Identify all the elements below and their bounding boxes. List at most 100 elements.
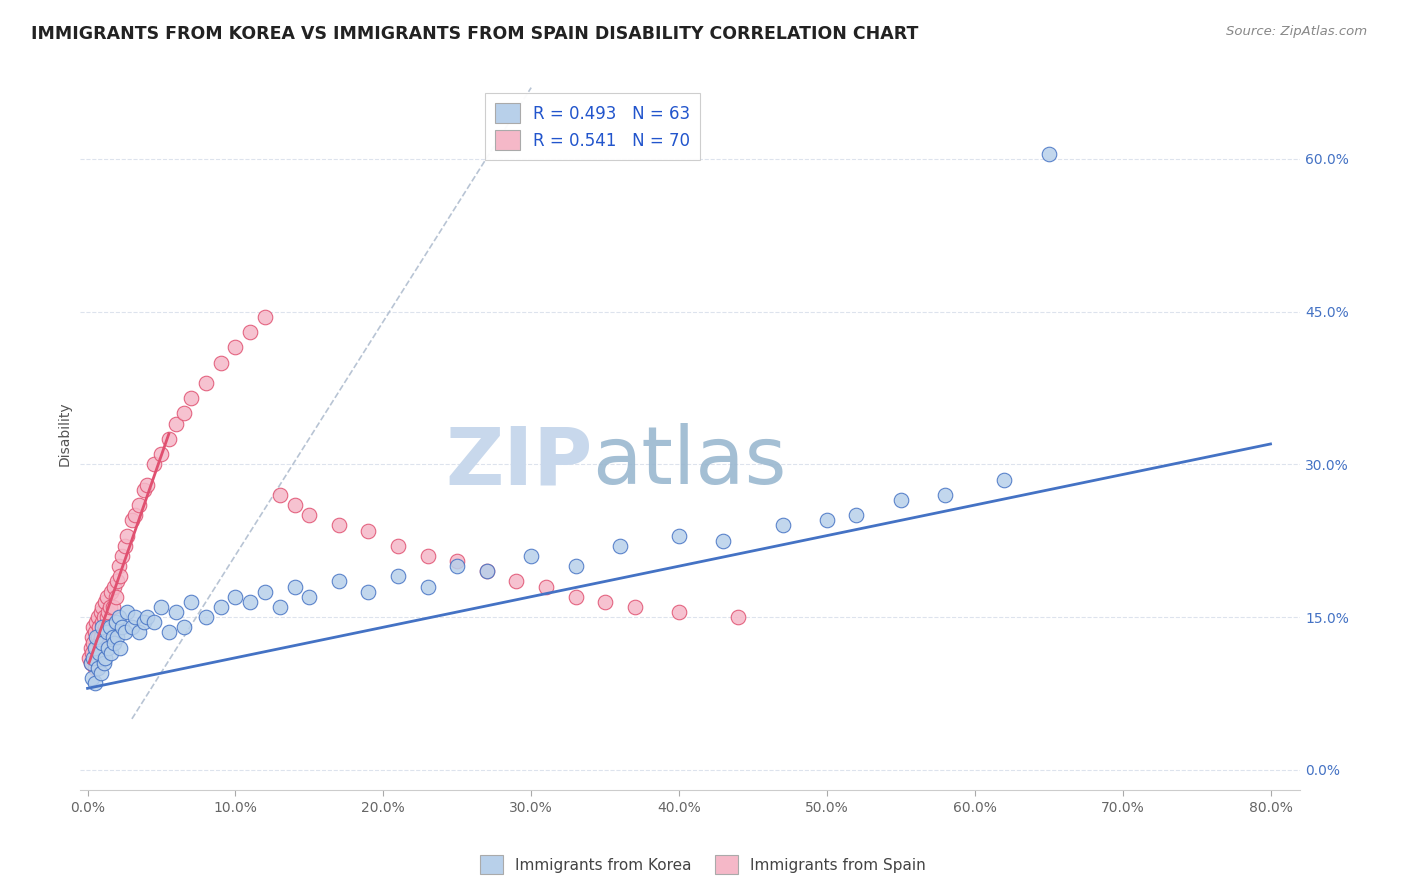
- Point: [446, 554, 468, 568]
- Point: [165, 417, 187, 431]
- Point: [98, 620, 121, 634]
- Point: [1038, 146, 1060, 161]
- Point: [475, 564, 498, 578]
- Point: [173, 406, 195, 420]
- Point: [91, 620, 114, 634]
- Point: [91, 615, 114, 629]
- Y-axis label: Disability: Disability: [58, 401, 72, 467]
- Point: [98, 599, 121, 614]
- Point: [475, 564, 498, 578]
- Point: [90, 631, 112, 645]
- Point: [79, 656, 101, 670]
- Point: [564, 590, 586, 604]
- Point: [416, 549, 439, 563]
- Text: atlas: atlas: [592, 424, 787, 501]
- Point: [82, 650, 104, 665]
- Point: [96, 625, 118, 640]
- Point: [96, 610, 118, 624]
- Point: [86, 640, 108, 655]
- Point: [165, 605, 187, 619]
- Point: [87, 631, 110, 645]
- Point: [97, 640, 120, 655]
- Point: [593, 595, 616, 609]
- Text: Source: ZipAtlas.com: Source: ZipAtlas.com: [1226, 25, 1367, 38]
- Point: [534, 580, 557, 594]
- Point: [84, 640, 107, 655]
- Point: [150, 447, 173, 461]
- Point: [727, 610, 749, 624]
- Point: [564, 559, 586, 574]
- Point: [104, 615, 127, 629]
- Point: [117, 605, 139, 619]
- Point: [209, 355, 232, 369]
- Point: [114, 539, 136, 553]
- Point: [623, 599, 645, 614]
- Point: [84, 625, 107, 640]
- Point: [121, 513, 143, 527]
- Point: [713, 533, 735, 548]
- Point: [84, 676, 107, 690]
- Point: [103, 580, 125, 594]
- Point: [890, 493, 912, 508]
- Point: [94, 595, 117, 609]
- Point: [157, 625, 180, 640]
- Point: [121, 620, 143, 634]
- Point: [110, 549, 132, 563]
- Point: [253, 310, 276, 324]
- Point: [298, 508, 321, 523]
- Point: [94, 620, 117, 634]
- Point: [94, 650, 117, 665]
- Point: [772, 518, 794, 533]
- Point: [124, 610, 146, 624]
- Point: [79, 656, 101, 670]
- Point: [100, 584, 122, 599]
- Point: [84, 661, 107, 675]
- Point: [90, 605, 112, 619]
- Point: [91, 635, 114, 649]
- Point: [157, 432, 180, 446]
- Point: [284, 580, 307, 594]
- Point: [117, 528, 139, 542]
- Point: [101, 631, 124, 645]
- Point: [91, 599, 114, 614]
- Point: [105, 574, 128, 589]
- Point: [77, 650, 100, 665]
- Point: [89, 646, 111, 660]
- Point: [89, 620, 111, 634]
- Point: [107, 610, 129, 624]
- Point: [668, 528, 690, 542]
- Point: [87, 610, 110, 624]
- Point: [446, 559, 468, 574]
- Point: [97, 605, 120, 619]
- Point: [209, 599, 232, 614]
- Legend: R = 0.493   N = 63, R = 0.541   N = 70: R = 0.493 N = 63, R = 0.541 N = 70: [485, 93, 700, 161]
- Point: [93, 625, 115, 640]
- Point: [150, 599, 173, 614]
- Point: [89, 635, 111, 649]
- Point: [180, 391, 202, 405]
- Point: [108, 640, 131, 655]
- Point: [82, 620, 104, 634]
- Point: [224, 590, 246, 604]
- Point: [328, 574, 350, 589]
- Point: [103, 635, 125, 649]
- Legend: Immigrants from Korea, Immigrants from Spain: Immigrants from Korea, Immigrants from S…: [474, 849, 932, 880]
- Point: [124, 508, 146, 523]
- Point: [135, 477, 157, 491]
- Point: [298, 590, 321, 604]
- Point: [90, 666, 112, 681]
- Point: [86, 631, 108, 645]
- Point: [357, 584, 380, 599]
- Point: [239, 595, 262, 609]
- Text: ZIP: ZIP: [446, 424, 592, 501]
- Point: [105, 631, 128, 645]
- Point: [520, 549, 543, 563]
- Point: [97, 625, 120, 640]
- Text: IMMIGRANTS FROM KOREA VS IMMIGRANTS FROM SPAIN DISABILITY CORRELATION CHART: IMMIGRANTS FROM KOREA VS IMMIGRANTS FROM…: [31, 25, 918, 43]
- Point: [80, 671, 103, 685]
- Point: [269, 488, 291, 502]
- Point: [80, 631, 103, 645]
- Point: [128, 625, 150, 640]
- Point: [934, 488, 956, 502]
- Point: [87, 661, 110, 675]
